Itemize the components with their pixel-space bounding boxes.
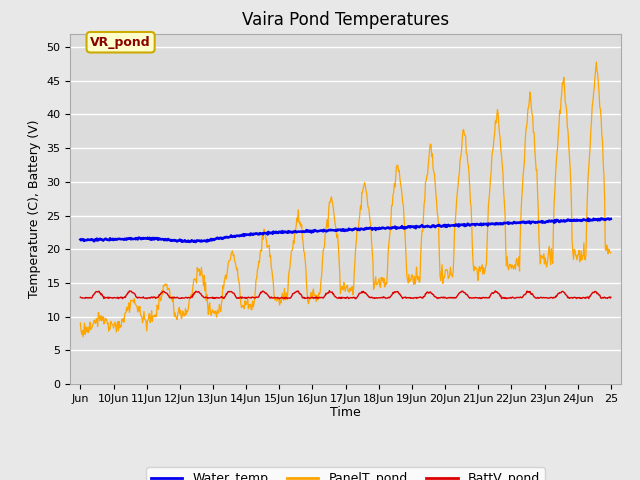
Title: Vaira Pond Temperatures: Vaira Pond Temperatures [242, 11, 449, 29]
Text: VR_pond: VR_pond [90, 36, 151, 49]
Legend: Water_temp, PanelT_pond, BattV_pond: Water_temp, PanelT_pond, BattV_pond [146, 468, 545, 480]
Y-axis label: Temperature (C), Battery (V): Temperature (C), Battery (V) [28, 120, 41, 298]
X-axis label: Time: Time [330, 407, 361, 420]
